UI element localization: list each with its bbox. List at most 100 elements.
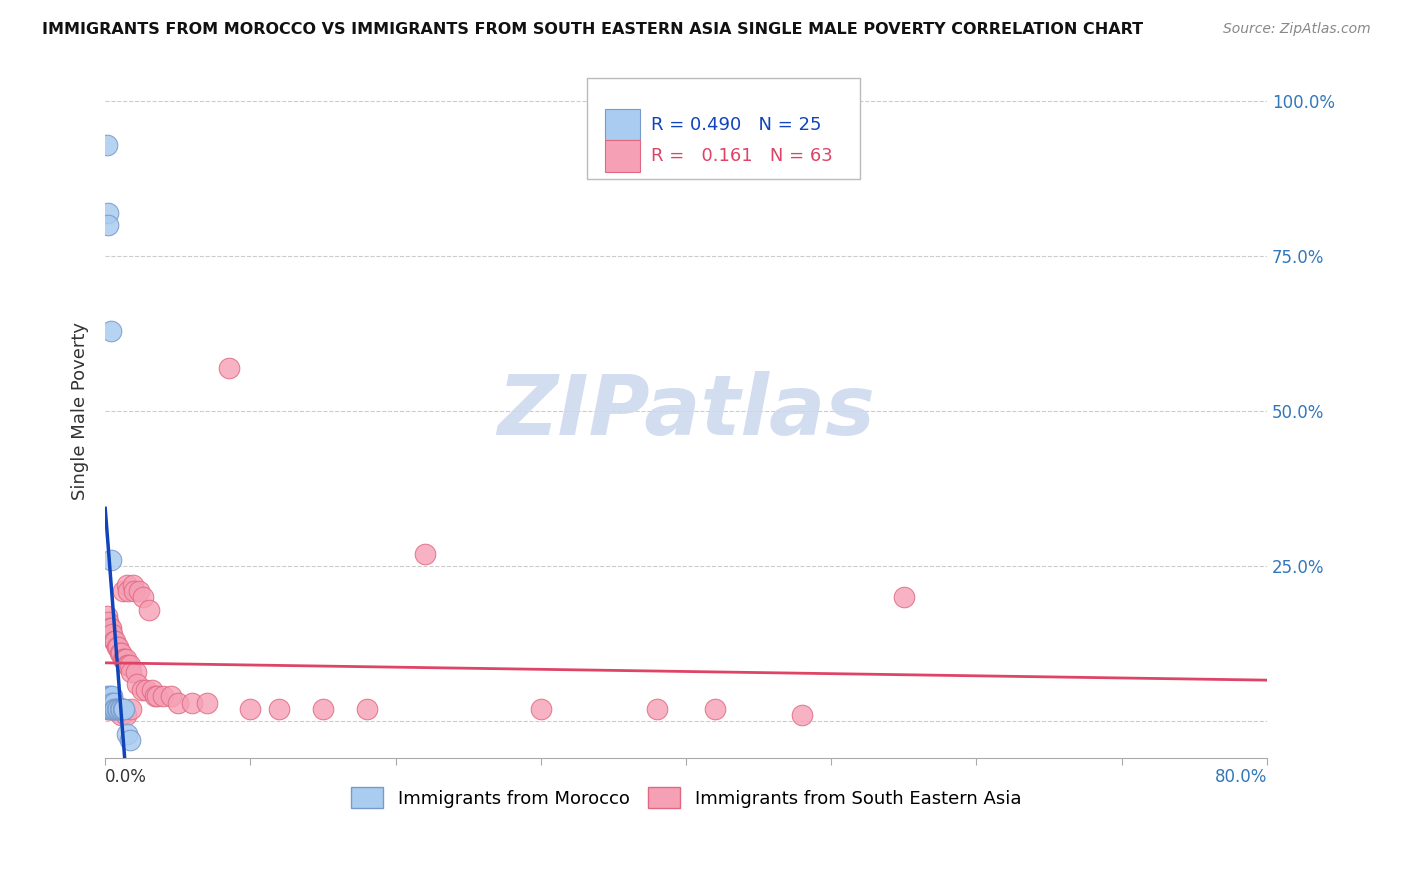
Point bbox=[122, 584, 145, 599]
Point bbox=[98, 690, 121, 704]
Point bbox=[132, 590, 155, 604]
Point bbox=[111, 584, 134, 599]
Bar bbox=[605, 140, 640, 171]
Point bbox=[100, 324, 122, 338]
Point bbox=[181, 696, 204, 710]
Point bbox=[97, 702, 120, 716]
Point bbox=[104, 702, 127, 716]
Point bbox=[108, 702, 131, 716]
Point bbox=[96, 696, 118, 710]
Point bbox=[98, 702, 121, 716]
Point bbox=[101, 696, 124, 710]
Point bbox=[107, 702, 129, 716]
Point bbox=[166, 696, 188, 710]
Point bbox=[110, 646, 132, 660]
Text: Source: ZipAtlas.com: Source: ZipAtlas.com bbox=[1223, 22, 1371, 37]
Point bbox=[138, 602, 160, 616]
Point bbox=[195, 696, 218, 710]
Point bbox=[100, 553, 122, 567]
Point bbox=[107, 702, 129, 716]
Point bbox=[110, 702, 132, 716]
Text: 0.0%: 0.0% bbox=[105, 768, 148, 786]
Point bbox=[131, 683, 153, 698]
Point bbox=[103, 696, 125, 710]
Legend: Immigrants from Morocco, Immigrants from South Eastern Asia: Immigrants from Morocco, Immigrants from… bbox=[343, 780, 1028, 815]
Y-axis label: Single Male Poverty: Single Male Poverty bbox=[72, 322, 89, 500]
Point bbox=[100, 702, 122, 716]
Point bbox=[117, 658, 139, 673]
Point bbox=[97, 615, 120, 629]
Point bbox=[893, 590, 915, 604]
Point bbox=[312, 702, 335, 716]
Point bbox=[107, 640, 129, 654]
Point bbox=[98, 696, 121, 710]
Point bbox=[125, 665, 148, 679]
Point bbox=[101, 702, 124, 716]
Point bbox=[96, 702, 118, 716]
Point bbox=[96, 608, 118, 623]
Point bbox=[239, 702, 262, 716]
Point bbox=[97, 219, 120, 233]
Point bbox=[114, 708, 136, 723]
Point bbox=[141, 683, 163, 698]
Point bbox=[115, 658, 138, 673]
Point bbox=[103, 702, 125, 716]
Point bbox=[120, 702, 142, 716]
Point bbox=[269, 702, 291, 716]
Point bbox=[111, 652, 134, 666]
Point bbox=[112, 652, 135, 666]
Text: ZIPatlas: ZIPatlas bbox=[498, 371, 875, 451]
Point bbox=[218, 360, 240, 375]
Text: IMMIGRANTS FROM MOROCCO VS IMMIGRANTS FROM SOUTH EASTERN ASIA SINGLE MALE POVERT: IMMIGRANTS FROM MOROCCO VS IMMIGRANTS FR… bbox=[42, 22, 1143, 37]
Point bbox=[121, 578, 143, 592]
Point bbox=[111, 702, 134, 716]
Point bbox=[146, 690, 169, 704]
Point bbox=[100, 696, 122, 710]
Point bbox=[152, 690, 174, 704]
FancyBboxPatch shape bbox=[588, 78, 860, 178]
Point bbox=[104, 633, 127, 648]
Point bbox=[118, 658, 141, 673]
Point bbox=[356, 702, 378, 716]
Point bbox=[112, 702, 135, 716]
Point bbox=[143, 690, 166, 704]
Point bbox=[413, 547, 436, 561]
Point bbox=[105, 640, 128, 654]
Point bbox=[98, 702, 121, 716]
Point bbox=[115, 726, 138, 740]
Point bbox=[100, 621, 122, 635]
Point bbox=[645, 702, 668, 716]
Text: R =   0.161   N = 63: R = 0.161 N = 63 bbox=[651, 147, 832, 165]
Point bbox=[103, 702, 125, 716]
Text: 80.0%: 80.0% bbox=[1215, 768, 1267, 786]
Point bbox=[110, 708, 132, 723]
Point bbox=[108, 702, 131, 716]
Point bbox=[98, 621, 121, 635]
Point bbox=[127, 677, 149, 691]
Point bbox=[118, 732, 141, 747]
Point bbox=[105, 702, 128, 716]
Point bbox=[101, 702, 124, 716]
Point bbox=[101, 690, 124, 704]
Point bbox=[103, 633, 125, 648]
Point bbox=[101, 627, 124, 641]
Point bbox=[530, 702, 553, 716]
Point bbox=[114, 652, 136, 666]
Point bbox=[96, 690, 118, 704]
Point bbox=[159, 690, 181, 704]
Point bbox=[115, 578, 138, 592]
Point bbox=[108, 646, 131, 660]
Point bbox=[120, 665, 142, 679]
Bar bbox=[605, 109, 640, 140]
Point bbox=[128, 584, 150, 599]
Point bbox=[104, 702, 127, 716]
Point bbox=[792, 708, 814, 723]
Point bbox=[112, 702, 135, 716]
Point bbox=[135, 683, 157, 698]
Point bbox=[117, 584, 139, 599]
Text: R = 0.490   N = 25: R = 0.490 N = 25 bbox=[651, 116, 821, 134]
Point bbox=[96, 137, 118, 152]
Point bbox=[105, 702, 128, 716]
Point bbox=[97, 206, 120, 220]
Point bbox=[704, 702, 727, 716]
